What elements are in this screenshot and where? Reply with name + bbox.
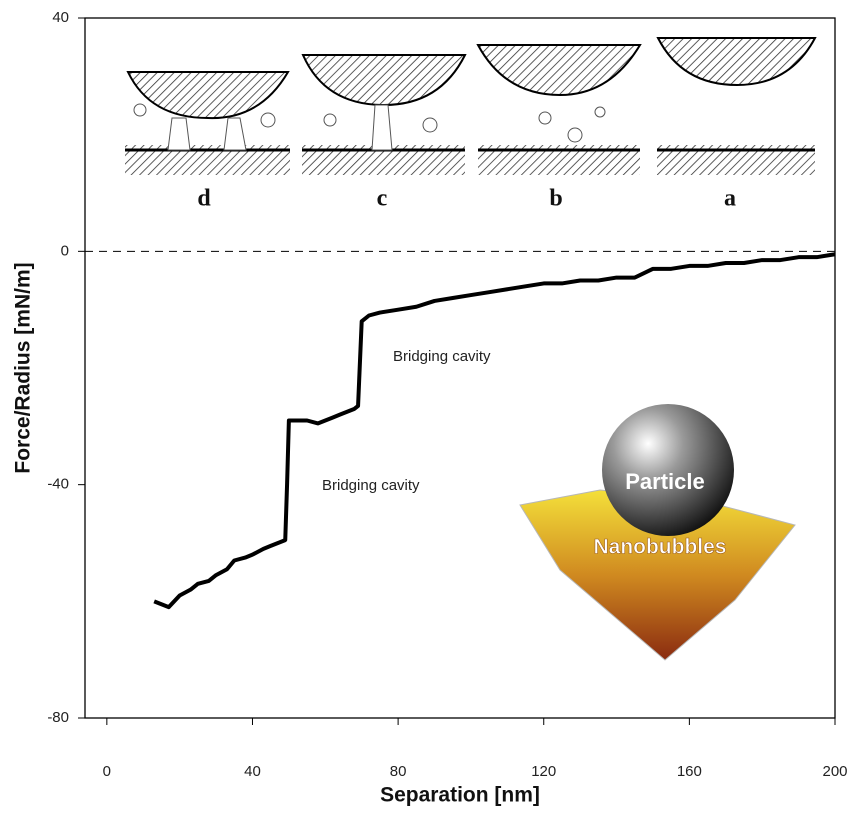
inset-panel [301, 54, 467, 175]
inset-panel [125, 71, 290, 175]
inset-label: d [197, 186, 211, 212]
particle-illustration [519, 404, 796, 661]
inset-label: a [724, 186, 736, 212]
annotation: Bridging cavity [322, 477, 420, 494]
x-tick-label: 80 [390, 763, 407, 780]
particle-label: Particle [625, 469, 705, 494]
plot-frame [84, 17, 836, 719]
y-tick-label: -80 [47, 709, 69, 726]
inset-label: b [549, 186, 562, 212]
x-tick-label: 160 [677, 763, 702, 780]
annotation: Bridging cavity [393, 348, 491, 365]
inset-schematics [125, 37, 817, 175]
x-tick-label: 40 [244, 763, 261, 780]
inset-label: c [377, 186, 388, 212]
x-tick-label: 120 [531, 763, 556, 780]
surface-label: Nanobubbles [593, 536, 726, 559]
y-tick-label: -40 [47, 476, 69, 493]
inset-panel [656, 37, 817, 175]
data-line [153, 252, 836, 610]
x-axis-label: Separation [nm] [380, 784, 540, 807]
y-axis-label: Force/Radius [mN/m] [12, 262, 35, 473]
x-tick-label: 200 [822, 763, 847, 780]
x-tick-label: 0 [103, 763, 111, 780]
inset-panel [476, 44, 642, 175]
y-tick-label: 40 [52, 9, 69, 26]
y-tick-label: 0 [61, 242, 69, 259]
